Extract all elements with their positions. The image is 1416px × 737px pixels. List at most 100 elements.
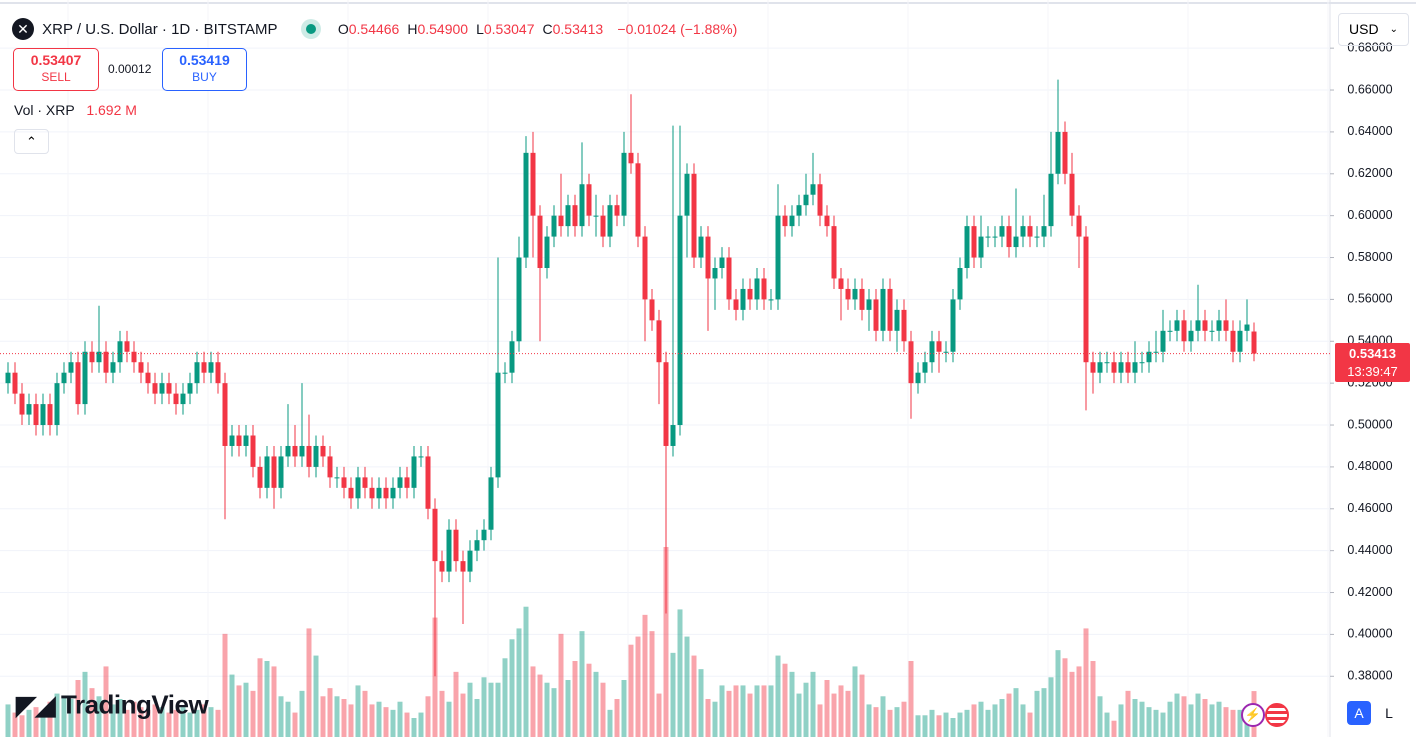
volume-bar	[1230, 709, 1236, 737]
volume-bar	[138, 707, 144, 737]
volume-bar	[817, 704, 823, 737]
volume-bar	[726, 690, 732, 737]
candle-body	[271, 456, 277, 488]
log-scale-button[interactable]: L	[1385, 705, 1393, 721]
candle-body	[908, 341, 914, 384]
ohlc-value: 0.53413	[552, 21, 604, 37]
candle-body	[1104, 362, 1110, 364]
buy-button[interactable]: 0.53419 BUY	[162, 48, 247, 91]
volume-bar	[859, 674, 865, 737]
volume-bar	[257, 658, 263, 737]
auto-scale-button[interactable]: A	[1347, 701, 1371, 725]
candle-body	[1209, 330, 1215, 332]
ohlc-values: O0.54466 H0.54900 L0.53047 C0.53413	[338, 21, 611, 37]
volume-bar	[782, 663, 788, 737]
candle-body	[75, 362, 81, 405]
candle-body	[768, 299, 774, 301]
volume-bar	[327, 688, 333, 737]
y-tick-label: 0.40000	[1347, 627, 1392, 641]
volume-bar	[901, 701, 907, 737]
candle-body	[1153, 351, 1159, 353]
candle-body	[404, 477, 410, 488]
volume-bar	[530, 666, 536, 737]
candle-body	[187, 383, 193, 394]
volume-bar	[145, 709, 151, 737]
candle-body	[922, 362, 928, 373]
candle-body	[642, 236, 648, 300]
candle-body	[138, 362, 144, 373]
candle-body	[985, 236, 991, 238]
flag-icon[interactable]	[1265, 703, 1289, 727]
volume-bar	[698, 669, 704, 737]
volume-bar	[159, 707, 165, 737]
volume-bar	[1069, 671, 1075, 737]
volume-bar	[747, 693, 753, 737]
candle-body	[810, 184, 816, 195]
candle-body	[194, 362, 200, 384]
candle-body	[201, 362, 207, 373]
candle-body	[54, 383, 60, 426]
candle-body	[439, 561, 445, 572]
volume-bar	[61, 696, 67, 737]
candle-body	[803, 194, 809, 206]
ohlc-key: O	[337, 21, 349, 37]
candle-body	[369, 487, 375, 499]
candle-body	[12, 372, 18, 394]
volume-bar	[1139, 701, 1145, 737]
candle-body	[264, 456, 270, 488]
candle-body	[1055, 131, 1061, 174]
candle-body	[411, 456, 417, 488]
candle-body	[96, 351, 102, 363]
candle-body	[327, 456, 333, 478]
market-status[interactable]	[305, 24, 316, 34]
candle-body	[964, 226, 970, 268]
volume-bar	[999, 699, 1005, 737]
candle-body	[159, 383, 165, 394]
volume-bar	[1055, 650, 1061, 737]
volume-bar	[838, 685, 844, 737]
candle-body	[684, 173, 690, 216]
candle-body	[313, 445, 319, 467]
volume-bar	[229, 674, 235, 737]
volume-bar	[334, 696, 340, 737]
candle-body	[1048, 173, 1054, 227]
flash-icon[interactable]: ⚡	[1241, 703, 1265, 727]
candle-body	[152, 383, 158, 394]
candle-body	[173, 393, 179, 405]
logo[interactable]: ◤◢ TradingView	[16, 688, 209, 721]
candle-body	[607, 205, 613, 237]
volume-bar	[1097, 696, 1103, 737]
volume-bar	[509, 639, 515, 737]
volume-bar	[460, 693, 466, 737]
volume-bar	[404, 712, 410, 737]
candle-body	[1146, 351, 1152, 363]
volume-bar	[243, 682, 249, 737]
volume-bar	[628, 644, 634, 737]
volume-bar	[82, 671, 88, 737]
y-tick-label: 0.46000	[1347, 501, 1392, 515]
volume-bar	[33, 707, 39, 737]
candle-body	[131, 351, 137, 363]
candle-body	[523, 152, 529, 258]
candle-body	[320, 445, 326, 457]
volume-bar	[957, 712, 963, 737]
candle-body	[1020, 226, 1026, 237]
sell-button[interactable]: 0.53407 SELL	[13, 48, 99, 91]
symbol-title[interactable]: XRP / U.S. Dollar · 1D · BITSTAMP	[42, 20, 278, 38]
candle-body	[824, 215, 830, 227]
candle-body	[873, 299, 879, 331]
candle-body	[782, 215, 788, 227]
volume-bar	[1104, 712, 1110, 737]
currency-select[interactable]: USD ⌄	[1338, 13, 1409, 46]
collapse-button[interactable]: ⌃	[14, 129, 49, 154]
volume-bar	[285, 701, 291, 737]
volume-bar	[1223, 707, 1229, 737]
buy-label: BUY	[192, 70, 217, 84]
volume-bar	[866, 704, 872, 737]
candle-body	[971, 226, 977, 258]
candle-body	[733, 299, 739, 310]
volume-bar	[299, 690, 305, 737]
volume-bar	[236, 685, 242, 737]
volume-bar	[397, 701, 403, 737]
